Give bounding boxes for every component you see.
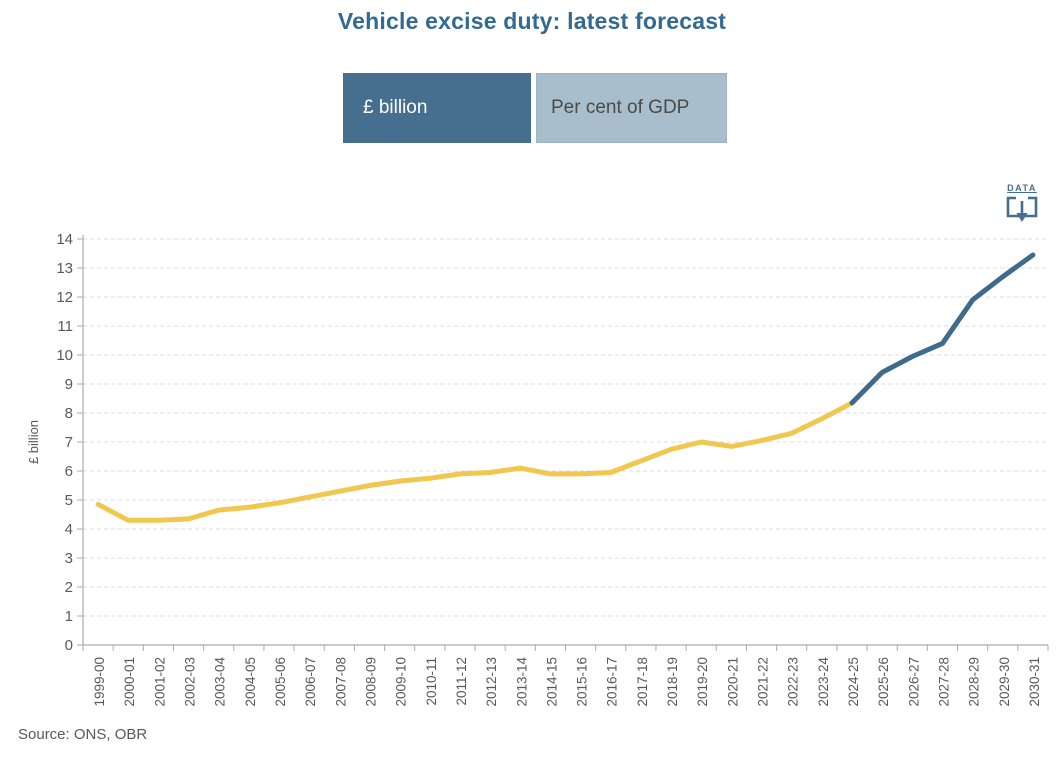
- x-axis-label: 2017-18: [635, 657, 650, 707]
- x-axis-label: 2001-02: [152, 657, 167, 707]
- y-axis-label: 9: [65, 376, 73, 393]
- tab-pound-billion[interactable]: £ billion: [343, 73, 531, 143]
- y-axis-label: 13: [56, 260, 73, 277]
- x-axis-label: 2027-28: [936, 657, 951, 707]
- y-axis-label: 10: [56, 347, 73, 364]
- x-axis-label: 2011-12: [454, 657, 469, 706]
- x-axis-label: 2023-24: [816, 657, 831, 707]
- tab-per-cent-of-gdp[interactable]: Per cent of GDP: [536, 73, 727, 143]
- y-axis-label: 6: [65, 463, 73, 480]
- y-axis-label: 14: [56, 231, 73, 248]
- x-axis-label: 2014-15: [544, 657, 559, 707]
- y-axis-label: 12: [56, 289, 73, 306]
- outturn-line: [95, 400, 855, 523]
- x-axis-label: 2020-21: [725, 657, 740, 707]
- data-download-label: DATA: [1007, 183, 1037, 193]
- x-axis-label: 2012-13: [484, 657, 499, 707]
- x-axis-label: 2021-22: [756, 657, 771, 707]
- x-axis-label: 2024-25: [846, 657, 861, 707]
- x-axis-label: 2026-27: [906, 657, 921, 707]
- x-axis-label: 2019-20: [695, 657, 710, 707]
- y-axis-label: 0: [65, 637, 73, 654]
- x-axis-label: 2002-03: [183, 657, 198, 707]
- y-axis-label: 2: [65, 579, 73, 596]
- page-title: Vehicle excise duty: latest forecast: [337, 8, 727, 34]
- x-axis-label: 2029-30: [997, 657, 1012, 707]
- x-axis-label: 1999-00: [92, 657, 107, 707]
- unit-toggle-tabs: £ billion Per cent of GDP: [343, 73, 727, 143]
- x-axis-label: 2015-16: [575, 657, 590, 707]
- x-axis-label: 2000-01: [122, 657, 137, 707]
- x-axis-label: 2018-19: [665, 657, 680, 707]
- tab-pound-billion-label: £ billion: [363, 97, 428, 118]
- x-axis-label: 2003-04: [213, 657, 228, 707]
- y-axis-label: 3: [65, 550, 73, 567]
- y-axis-label: 8: [65, 405, 73, 422]
- x-axis-label: 2010-11: [424, 657, 439, 706]
- forecast-line: [849, 252, 1036, 406]
- download-tray-arrow-icon: [1006, 196, 1038, 222]
- source-note: Source: ONS, OBR: [18, 726, 148, 743]
- y-axis-label: 7: [65, 434, 73, 451]
- x-axis-label: 2016-17: [605, 657, 620, 707]
- y-axis-label: 5: [65, 492, 73, 509]
- y-axis-label: 11: [57, 318, 73, 335]
- x-axis-label: 2009-10: [394, 657, 409, 707]
- x-axis-label: 2007-08: [333, 657, 348, 707]
- x-axis-label: 2025-26: [876, 657, 891, 707]
- x-axis-label: 2028-29: [967, 657, 982, 707]
- tab-per-cent-of-gdp-label: Per cent of GDP: [551, 97, 690, 118]
- x-axis-label: 2008-09: [363, 657, 378, 707]
- x-axis-label: 2005-06: [273, 657, 288, 707]
- y-axis-label: 4: [65, 521, 73, 538]
- x-axis-label: 2004-05: [243, 657, 258, 707]
- data-download-button[interactable]: DATA: [1001, 183, 1043, 231]
- y-axis-title: £ billion: [26, 420, 41, 464]
- x-axis-label: 2022-23: [786, 657, 801, 707]
- x-axis-label: 2006-07: [303, 657, 318, 707]
- x-axis-label: 2013-14: [514, 657, 529, 707]
- y-axis-label: 1: [65, 608, 73, 625]
- x-axis-label: 2030-31: [1027, 657, 1042, 707]
